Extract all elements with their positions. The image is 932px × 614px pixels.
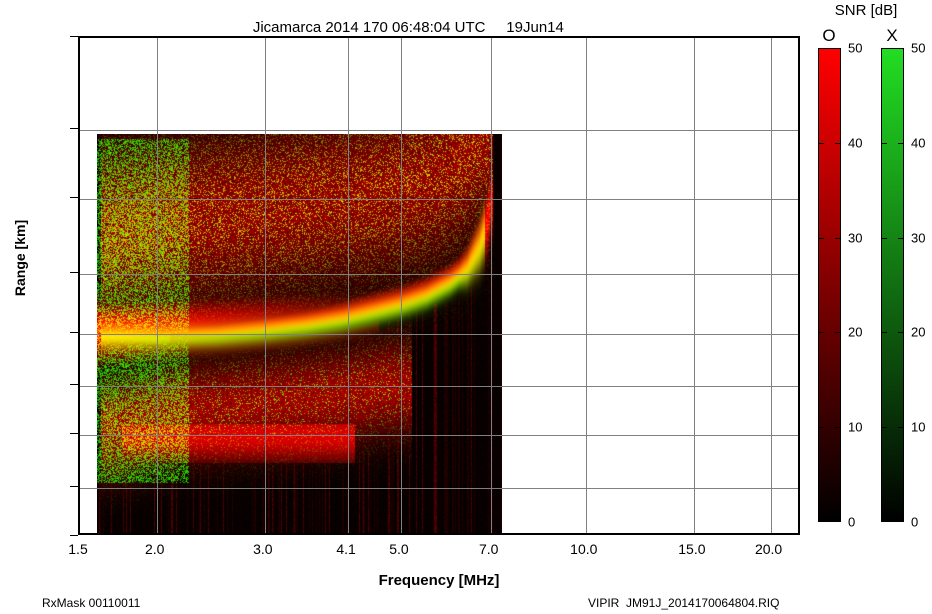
x-gridline [770,38,772,533]
x-gridline [693,38,695,533]
x-tick-label: 3.0 [253,541,273,557]
y-tick-mark [70,485,78,487]
y-gridline [80,274,798,276]
colorbar-title: SNR [dB] [834,2,898,19]
x-gridline [585,38,587,533]
x-gridline [264,38,266,533]
y-tick-mark [70,197,78,199]
y-gridline [80,199,798,201]
y-tick-mark [70,535,78,536]
x-tick-label: 15.0 [678,541,706,557]
y-tick-mark [70,383,78,385]
y-gridline [80,333,798,335]
colorbar-tick-mark [818,427,824,429]
title-date: 19Jun14 [506,19,564,36]
x-tick-label: 1.5 [68,541,88,557]
figure-title: Jicamarca 2014 170 06:48:04 UTC 19Jun14 [0,2,800,53]
colorbar-tick-mark [898,237,904,239]
x-tick-label: 10.0 [570,541,598,557]
footer-rxmask: RxMask 00110011 [42,596,141,610]
colorbar-tick-label: 10 [848,419,863,435]
ionogram-data-image [97,134,502,533]
colorbar-tick-mark [881,332,887,334]
colorbar-tick-label: 40 [848,135,863,151]
x-gridline [490,38,492,533]
title-text: Jicamarca 2014 170 06:48:04 UTC [252,19,486,36]
x-gridline [156,38,158,533]
colorbar-tick-label: 50 [911,40,926,56]
colorbar-tick-mark [835,142,841,144]
colorbar-x-mode [881,48,904,522]
colorbar-tick-label: 30 [848,230,863,246]
colorbar-tick-label: 40 [911,135,926,151]
colorbar-tick-mark [818,237,824,239]
x-tick-label: 2.0 [144,541,165,557]
colorbar-tick-label: 30 [911,230,926,246]
x-gridline [348,38,350,533]
title-spacer [485,19,506,36]
colorbar-tick-mark [818,332,824,334]
footer-filename: VIPIR JM91J_2014170064804.RIQ [588,596,780,610]
x-gridline [400,38,402,533]
colorbar-head-ordinary: O [822,26,836,45]
colorbar-tick-label: 0 [911,514,919,530]
colorbar-tick-label: 0 [848,514,856,530]
y-gridline [80,385,798,387]
colorbar-head-extraordinary: X [886,26,898,45]
x-tick-label: 4.1 [336,541,356,557]
y-tick-mark [70,433,78,435]
colorbar-tick-mark [835,427,841,429]
y-gridline [80,130,798,132]
y-tick-mark [70,36,78,37]
x-tick-label: 5.0 [389,541,409,557]
plot-inner [80,38,798,533]
colorbar-tick-mark [818,142,824,144]
y-tick-mark [70,331,78,333]
colorbar-tick-mark [881,142,887,144]
colorbar-o-mode [818,48,841,522]
plot-area [78,36,800,535]
colorbar-tick-label: 50 [848,40,863,56]
colorbar-tick-mark [898,332,904,334]
colorbar-tick-mark [881,237,887,239]
colorbar-tick-mark [898,142,904,144]
y-gridline [80,487,798,489]
x-tick-label: 7.0 [478,541,499,557]
colorbar-tick-label: 10 [911,419,926,435]
y-tick-mark [70,128,78,130]
x-tick-label: 20.0 [754,541,783,557]
y-axis-label: Range [km] [12,219,28,297]
colorbar-tick-mark [835,237,841,239]
colorbar-tick-mark [881,427,887,429]
x-axis-label: Frequency [MHz] [378,572,500,589]
colorbar-tick-mark [898,427,904,429]
colorbar-tick-mark [835,332,841,334]
colorbar-tick-label: 20 [848,324,863,340]
colorbar-tick-label: 20 [911,324,926,340]
y-gridline [80,435,798,437]
y-tick-mark [70,272,78,274]
